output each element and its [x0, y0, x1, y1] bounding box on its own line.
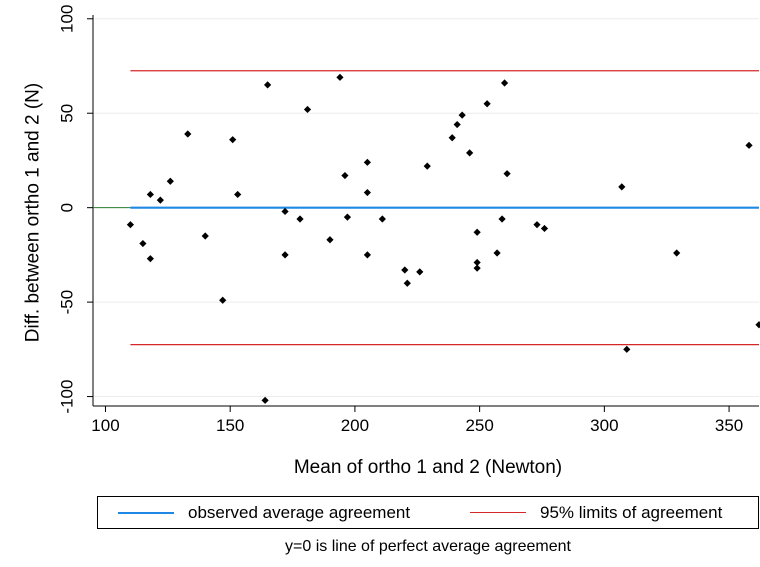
- y-tick-label: 0: [58, 203, 77, 212]
- data-point: [618, 183, 626, 191]
- data-point: [453, 120, 461, 129]
- agreement-lines: [93, 70, 759, 346]
- data-point: [493, 249, 501, 257]
- data-point: [498, 215, 506, 223]
- legend-label-observed: observed average agreement: [188, 502, 411, 522]
- data-point: [473, 228, 481, 236]
- data-point: [326, 236, 334, 244]
- data-point: [343, 213, 352, 221]
- x-tick-label: 200: [341, 416, 369, 435]
- data-point: [416, 268, 424, 276]
- data-point: [184, 130, 192, 138]
- data-point: [296, 215, 304, 223]
- data-point: [363, 251, 371, 259]
- data-point: [303, 105, 312, 114]
- legend-swatch-blue: [118, 511, 174, 514]
- data-point: [234, 190, 242, 199]
- x-tick-label: 100: [91, 416, 119, 435]
- legend-item-limits: 95% limits of agreement: [470, 497, 722, 528]
- data-points: [126, 73, 760, 404]
- axes: [87, 15, 759, 412]
- y-tick-label: -100: [58, 380, 77, 414]
- data-point: [341, 171, 349, 180]
- data-point: [261, 396, 269, 404]
- data-point: [673, 249, 681, 257]
- data-point: [156, 196, 164, 204]
- data-point: [281, 207, 289, 216]
- data-point: [403, 279, 411, 287]
- legend-item-observed: observed average agreement: [118, 497, 410, 528]
- data-point: [126, 221, 135, 229]
- data-point: [146, 255, 154, 263]
- legend-swatch-red: [470, 512, 526, 513]
- y-tick-label: -50: [58, 290, 77, 315]
- data-point: [755, 321, 760, 329]
- data-point: [458, 111, 466, 119]
- y-tick-label: 100: [58, 5, 77, 33]
- data-point: [229, 136, 237, 144]
- data-point: [201, 232, 209, 240]
- data-point: [401, 266, 409, 274]
- data-point: [500, 79, 509, 87]
- y-tick-labels: -100 -50 0 50 100: [58, 5, 77, 414]
- data-point: [540, 224, 549, 233]
- x-tick-labels: 100 150 200 250 300 350: [91, 416, 743, 435]
- y-tick-label: 50: [58, 104, 77, 123]
- x-tick-label: 150: [216, 416, 244, 435]
- data-point: [378, 215, 386, 223]
- data-point: [745, 141, 753, 149]
- data-point: [139, 239, 147, 248]
- data-point: [423, 162, 431, 170]
- data-point: [483, 100, 491, 108]
- data-point: [503, 170, 511, 178]
- y-axis-title: Diff. between ortho 1 and 2 (N): [23, 83, 44, 342]
- data-point: [166, 177, 174, 185]
- data-point: [219, 296, 227, 304]
- data-point: [336, 73, 344, 81]
- data-point: [264, 81, 272, 89]
- legend-label-limits: 95% limits of agreement: [540, 502, 723, 522]
- legend: observed average agreement 95% limits of…: [97, 496, 759, 529]
- chart-note: y=0 is line of perfect average agreement: [285, 538, 571, 555]
- data-point: [146, 190, 154, 199]
- x-tick-label: 250: [465, 416, 493, 435]
- data-point: [363, 158, 371, 166]
- data-point: [473, 264, 481, 272]
- x-tick-label: 300: [590, 416, 618, 435]
- data-point: [363, 188, 371, 197]
- data-point: [466, 149, 474, 157]
- data-point: [623, 345, 631, 353]
- data-point: [281, 251, 289, 259]
- x-axis-title: Mean of ortho 1 and 2 (Newton): [294, 457, 562, 478]
- data-point: [448, 134, 456, 142]
- data-point: [473, 258, 481, 267]
- bland-altman-plot: 100 150 200 250 300 350 -100 -50 0 50 100 Mean of…: [23, 5, 760, 478]
- data-point: [533, 221, 541, 229]
- x-tick-label: 350: [715, 416, 743, 435]
